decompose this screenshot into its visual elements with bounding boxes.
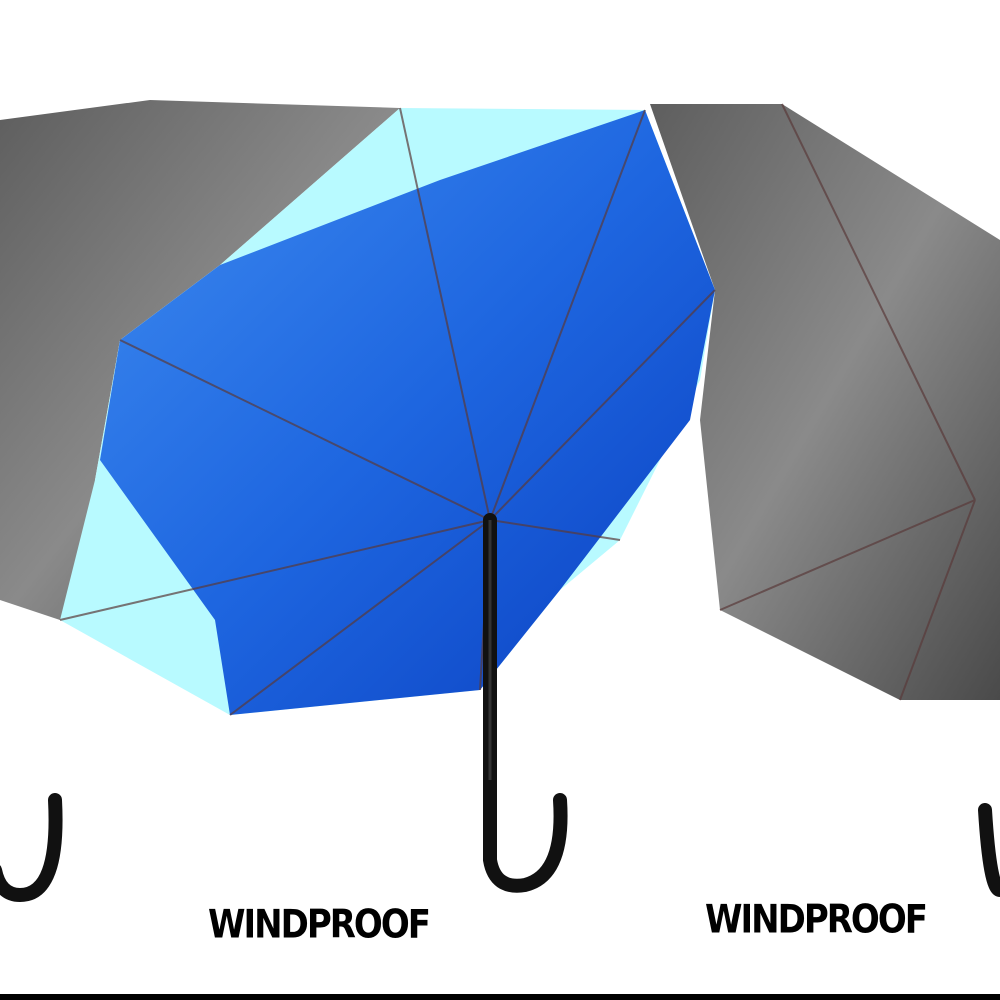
- bottom-border: [0, 994, 1000, 1000]
- left-gray-canopy: [0, 100, 400, 620]
- left-handle: [0, 793, 63, 903]
- blue-canopy-panel: [100, 110, 715, 715]
- center-handle: [483, 513, 568, 893]
- right-handle: [978, 803, 1000, 897]
- caption-right: WINDPROOF: [705, 897, 928, 943]
- caption-left: WINDPROOF: [208, 902, 431, 948]
- umbrella-ribs: [59, 103, 976, 716]
- handles: [0, 513, 1000, 903]
- right-gray-canopy: [650, 104, 1000, 700]
